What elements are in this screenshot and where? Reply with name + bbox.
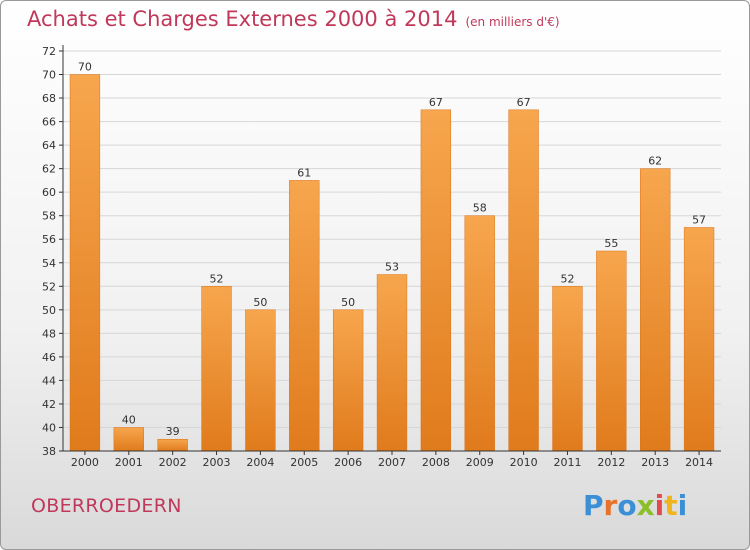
y-tick-label: 64 <box>42 139 56 152</box>
x-tick-label: 2014 <box>685 456 713 469</box>
bar <box>683 227 715 452</box>
data-label: 39 <box>166 425 180 438</box>
x-tick-label: 2006 <box>334 456 362 469</box>
chart-title-text: Achats et Charges Externes 2000 à 2014 <box>27 7 458 31</box>
y-tick-label: 50 <box>42 304 56 317</box>
bar <box>640 168 671 452</box>
data-label: 67 <box>517 96 531 109</box>
logo-letter: r <box>603 489 618 522</box>
y-tick-label: 66 <box>42 116 56 129</box>
logo-letter: P <box>583 489 604 522</box>
bar <box>113 427 144 452</box>
y-tick-label: 56 <box>42 233 56 246</box>
x-tick-label: 2009 <box>466 456 494 469</box>
bar <box>508 109 539 452</box>
x-tick-label: 2013 <box>641 456 669 469</box>
y-tick-label: 72 <box>42 45 56 58</box>
x-tick-label: 2003 <box>203 456 231 469</box>
bar <box>201 286 232 452</box>
y-tick-label: 60 <box>42 186 56 199</box>
logo-letter: o <box>617 489 637 522</box>
bar <box>332 309 364 452</box>
data-label: 53 <box>385 261 399 274</box>
bar <box>420 109 452 452</box>
logo-letter: t <box>664 489 678 522</box>
bar <box>552 286 583 452</box>
data-label: 57 <box>692 213 706 226</box>
bar <box>245 309 276 452</box>
data-label: 50 <box>341 296 355 309</box>
y-tick-label: 44 <box>42 374 56 387</box>
data-label: 67 <box>429 96 443 109</box>
axes: 38 40 42 44 46 48 50 52 54 56 58 60 62 64 66 68 70 72 2000… <box>42 45 721 469</box>
bar <box>289 180 320 452</box>
bars <box>69 74 715 452</box>
data-label: 40 <box>122 413 136 426</box>
x-tick-label: 2001 <box>115 456 143 469</box>
logo-letter: i <box>677 489 688 522</box>
x-tick-label: 2000 <box>71 456 99 469</box>
data-label: 52 <box>560 272 574 285</box>
data-label: 70 <box>78 61 92 74</box>
x-tick-label: 2004 <box>246 456 274 469</box>
y-tick-label: 46 <box>42 351 56 364</box>
data-labels: 70 40 39 52 50 61 50 53 67 58 67 52 55 62 57 <box>78 61 706 439</box>
data-label: 55 <box>604 237 618 250</box>
x-tick-label: 2011 <box>553 456 581 469</box>
logo-letter: x <box>636 489 655 522</box>
chart-unit-text: (en milliers d'€) <box>465 15 560 29</box>
bar <box>157 438 188 452</box>
y-tick-label: 62 <box>42 163 56 176</box>
bar <box>596 250 627 452</box>
data-label: 62 <box>648 155 662 168</box>
data-label: 50 <box>253 296 267 309</box>
bar <box>69 74 101 452</box>
data-label: 58 <box>473 202 487 215</box>
bar <box>464 215 495 452</box>
x-tick-label: 2005 <box>290 456 318 469</box>
x-tick-label: 2002 <box>159 456 187 469</box>
x-tick-label: 2010 <box>510 456 538 469</box>
data-label: 52 <box>210 272 224 285</box>
bar <box>376 274 408 452</box>
y-tick-label: 68 <box>42 92 56 105</box>
y-tick-label: 38 <box>42 445 56 458</box>
y-tick-label: 48 <box>42 327 56 340</box>
proxiti-logo[interactable]: Proxiti <box>583 489 687 522</box>
chart-title: Achats et Charges Externes 2000 à 2014 (e… <box>27 7 560 31</box>
y-tick-label: 58 <box>42 210 56 223</box>
y-tick-label: 40 <box>42 421 56 434</box>
y-tick-label: 54 <box>42 257 56 270</box>
x-tick-label: 2008 <box>422 456 450 469</box>
commune-name: OBERROEDERN <box>31 495 182 517</box>
x-tick-label: 2012 <box>597 456 625 469</box>
y-tick-label: 52 <box>42 280 56 293</box>
logo-letter: i <box>654 489 665 522</box>
data-label: 61 <box>297 166 311 179</box>
y-tick-label: 70 <box>42 69 56 82</box>
x-tick-label: 2007 <box>378 456 406 469</box>
y-tick-label: 42 <box>42 398 56 411</box>
